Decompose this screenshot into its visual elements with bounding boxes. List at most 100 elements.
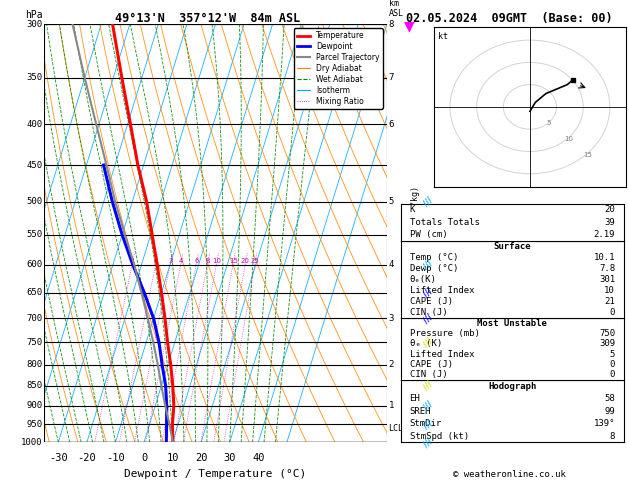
Text: 10.1: 10.1: [594, 253, 615, 262]
Text: kt: kt: [438, 32, 448, 40]
Text: 6: 6: [194, 258, 199, 264]
Text: 950: 950: [26, 420, 42, 429]
Text: 1: 1: [389, 401, 394, 410]
Text: EH: EH: [409, 394, 420, 403]
Text: 20: 20: [241, 258, 250, 264]
Text: 6: 6: [389, 120, 394, 129]
Text: ///: ///: [422, 399, 435, 412]
Text: -10: -10: [106, 453, 125, 463]
Text: 300: 300: [26, 20, 42, 29]
Text: Totals Totals: Totals Totals: [409, 218, 479, 227]
Text: 10: 10: [604, 286, 615, 295]
Text: θₑ (K): θₑ (K): [409, 339, 442, 348]
Text: 3: 3: [168, 258, 172, 264]
Text: StmDir: StmDir: [409, 419, 442, 428]
Text: 2: 2: [389, 360, 394, 369]
Text: 21: 21: [604, 297, 615, 306]
Text: 5: 5: [610, 349, 615, 359]
Text: LCL: LCL: [389, 424, 404, 433]
Text: 2.19: 2.19: [594, 230, 615, 239]
Text: 49°13'N  357°12'W  84m ASL: 49°13'N 357°12'W 84m ASL: [115, 12, 300, 25]
Text: CIN (J): CIN (J): [409, 308, 447, 317]
Text: Lifted Index: Lifted Index: [409, 349, 474, 359]
Text: 4: 4: [179, 258, 183, 264]
Text: 58: 58: [604, 394, 615, 403]
Text: θₑ(K): θₑ(K): [409, 275, 437, 284]
Text: ///: ///: [422, 195, 435, 208]
Text: CAPE (J): CAPE (J): [409, 360, 453, 369]
Text: 7.8: 7.8: [599, 264, 615, 273]
Text: 400: 400: [26, 120, 42, 129]
Text: 10: 10: [564, 136, 573, 142]
Text: 40: 40: [252, 453, 265, 463]
Text: 7: 7: [389, 73, 394, 82]
Text: 5: 5: [389, 197, 394, 206]
Text: 02.05.2024  09GMT  (Base: 00): 02.05.2024 09GMT (Base: 00): [406, 12, 613, 25]
Text: 700: 700: [26, 314, 42, 323]
Text: 20: 20: [604, 206, 615, 214]
Text: 4: 4: [389, 260, 394, 269]
Text: 850: 850: [26, 382, 42, 390]
Text: 550: 550: [26, 230, 42, 239]
Text: 309: 309: [599, 339, 615, 348]
Text: ///: ///: [422, 436, 435, 449]
Text: 800: 800: [26, 360, 42, 369]
Text: 1000: 1000: [21, 438, 42, 447]
Text: 0: 0: [610, 360, 615, 369]
Text: 139°: 139°: [594, 419, 615, 428]
Text: 301: 301: [599, 275, 615, 284]
Text: 5: 5: [547, 120, 551, 126]
Text: 750: 750: [26, 338, 42, 347]
Text: 8: 8: [205, 258, 210, 264]
Text: Pressure (mb): Pressure (mb): [409, 329, 479, 338]
Text: 15: 15: [229, 258, 238, 264]
Text: 650: 650: [26, 288, 42, 297]
Text: 8: 8: [389, 20, 394, 29]
Text: 600: 600: [26, 260, 42, 269]
Text: Mixing Ratio (g/kg): Mixing Ratio (g/kg): [411, 186, 420, 281]
Text: Dewp (°C): Dewp (°C): [409, 264, 458, 273]
Text: 25: 25: [250, 258, 259, 264]
Text: 20: 20: [195, 453, 208, 463]
Text: ▼: ▼: [404, 19, 415, 34]
Text: 900: 900: [26, 401, 42, 410]
Text: Surface: Surface: [494, 242, 531, 251]
Text: Hodograph: Hodograph: [488, 382, 537, 391]
Text: Dewpoint / Temperature (°C): Dewpoint / Temperature (°C): [125, 469, 306, 479]
Text: CIN (J): CIN (J): [409, 370, 447, 380]
Text: 2: 2: [153, 258, 158, 264]
Text: ///: ///: [422, 312, 435, 325]
Text: ///: ///: [422, 286, 435, 299]
Text: StmSpd (kt): StmSpd (kt): [409, 432, 469, 440]
Text: CAPE (J): CAPE (J): [409, 297, 453, 306]
Text: ///: ///: [422, 380, 435, 392]
Legend: Temperature, Dewpoint, Parcel Trajectory, Dry Adiabat, Wet Adiabat, Isotherm, Mi: Temperature, Dewpoint, Parcel Trajectory…: [294, 28, 383, 109]
Text: PW (cm): PW (cm): [409, 230, 447, 239]
Text: 10: 10: [212, 258, 221, 264]
Text: 0: 0: [610, 370, 615, 380]
Text: K: K: [409, 206, 415, 214]
Text: hPa: hPa: [25, 10, 42, 20]
Text: 450: 450: [26, 160, 42, 170]
Text: -20: -20: [77, 453, 96, 463]
Text: 750: 750: [599, 329, 615, 338]
Text: 350: 350: [26, 73, 42, 82]
Text: 1: 1: [130, 258, 135, 264]
Text: 39: 39: [604, 218, 615, 227]
Text: © weatheronline.co.uk: © weatheronline.co.uk: [453, 469, 566, 479]
Text: 10: 10: [166, 453, 179, 463]
Text: 30: 30: [223, 453, 236, 463]
Text: ///: ///: [422, 418, 435, 431]
Text: 0: 0: [610, 308, 615, 317]
Text: Lifted Index: Lifted Index: [409, 286, 474, 295]
Text: 15: 15: [583, 152, 592, 158]
Text: -30: -30: [49, 453, 68, 463]
Text: Temp (°C): Temp (°C): [409, 253, 458, 262]
Text: 500: 500: [26, 197, 42, 206]
Text: km
ASL: km ASL: [389, 0, 404, 18]
Text: 0: 0: [141, 453, 147, 463]
Text: Most Unstable: Most Unstable: [477, 318, 547, 328]
Text: ///: ///: [422, 259, 435, 271]
Text: 99: 99: [604, 407, 615, 416]
Text: ///: ///: [422, 336, 435, 349]
